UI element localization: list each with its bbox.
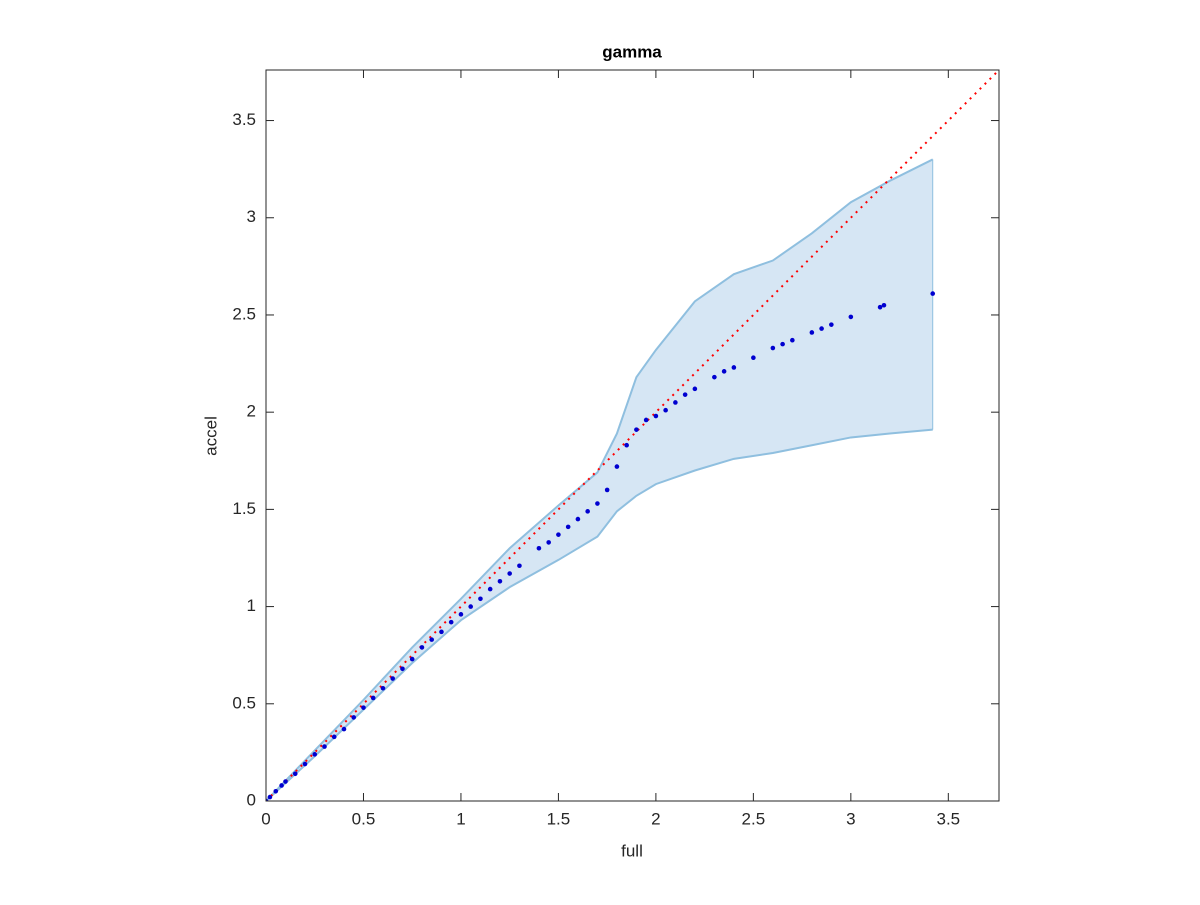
data-point xyxy=(517,563,522,569)
band-lower xyxy=(266,428,933,801)
x-tick-label: 0 xyxy=(261,809,270,828)
y-tick-label: 2.5 xyxy=(232,304,256,323)
data-point xyxy=(351,715,357,720)
x-tick-label: 3.5 xyxy=(936,809,960,828)
data-point xyxy=(497,579,503,584)
data-point xyxy=(877,304,883,310)
data-point xyxy=(400,666,405,672)
data-point xyxy=(448,619,454,625)
data-point xyxy=(731,365,737,370)
data-point xyxy=(361,705,366,710)
data-point xyxy=(266,798,269,801)
data-point xyxy=(283,779,288,784)
data-point xyxy=(302,761,308,767)
data-point xyxy=(312,752,318,757)
data-point xyxy=(673,400,678,405)
data-point xyxy=(409,656,415,662)
data-point xyxy=(881,302,887,308)
data-point xyxy=(585,509,590,514)
data-point xyxy=(643,417,649,423)
data-point xyxy=(546,540,551,545)
y-tick-label: 0 xyxy=(247,790,256,809)
data-point xyxy=(829,322,834,327)
data-point xyxy=(790,337,795,343)
data-point xyxy=(663,407,668,413)
y-tick-label: 1.5 xyxy=(232,499,256,518)
data-point xyxy=(809,330,815,335)
y-axis-label: accel xyxy=(201,416,220,456)
y-tick-label: 3 xyxy=(247,207,256,226)
y-tick-label: 3.5 xyxy=(232,110,256,129)
data-point xyxy=(614,464,620,469)
x-tick-label: 0.5 xyxy=(352,809,376,828)
data-point xyxy=(848,314,854,320)
data-point xyxy=(536,545,542,551)
data-point xyxy=(439,629,444,635)
data-point xyxy=(380,685,386,691)
data-point xyxy=(267,794,273,800)
x-tick-label: 1.5 xyxy=(547,809,571,828)
data-point xyxy=(556,532,561,537)
y-tick-label: 1 xyxy=(247,596,256,615)
data-point xyxy=(419,645,425,650)
chart-title: gamma xyxy=(602,42,662,61)
data-point xyxy=(692,386,698,392)
data-point xyxy=(575,516,581,522)
data-point xyxy=(770,345,776,351)
data-point xyxy=(370,695,376,701)
data-point xyxy=(458,612,464,617)
data-point xyxy=(322,744,327,749)
plot-area xyxy=(266,70,999,801)
data-point xyxy=(682,392,688,397)
x-axis-label: full xyxy=(621,841,643,860)
y-tick-label: 0.5 xyxy=(232,693,256,712)
x-tick-label: 1 xyxy=(456,809,465,828)
reference-line xyxy=(266,70,999,801)
data-point xyxy=(634,427,639,432)
data-point xyxy=(468,604,473,609)
data-point xyxy=(751,355,756,361)
data-point xyxy=(712,374,717,380)
x-tick-label: 2.5 xyxy=(742,809,766,828)
data-point xyxy=(273,788,279,794)
data-point xyxy=(819,326,824,331)
data-point xyxy=(331,734,337,740)
data-point xyxy=(487,586,493,592)
data-point xyxy=(624,442,629,448)
x-tick-label: 3 xyxy=(846,809,855,828)
data-point xyxy=(279,783,284,788)
data-point xyxy=(604,487,610,493)
data-point xyxy=(507,571,512,576)
band-upper xyxy=(266,158,934,801)
data-point xyxy=(341,726,347,732)
x-tick-label: 2 xyxy=(651,809,660,828)
data-point xyxy=(292,771,298,777)
data-point xyxy=(653,413,659,419)
data-point xyxy=(429,637,435,642)
data-point xyxy=(930,291,936,296)
axes-box xyxy=(265,69,1000,802)
data-point xyxy=(390,676,396,681)
data-point xyxy=(595,501,600,506)
data-point xyxy=(721,369,727,374)
data-point xyxy=(565,524,571,530)
data-point xyxy=(478,596,483,602)
y-tick-label: 2 xyxy=(247,402,256,421)
data-point xyxy=(780,341,785,347)
